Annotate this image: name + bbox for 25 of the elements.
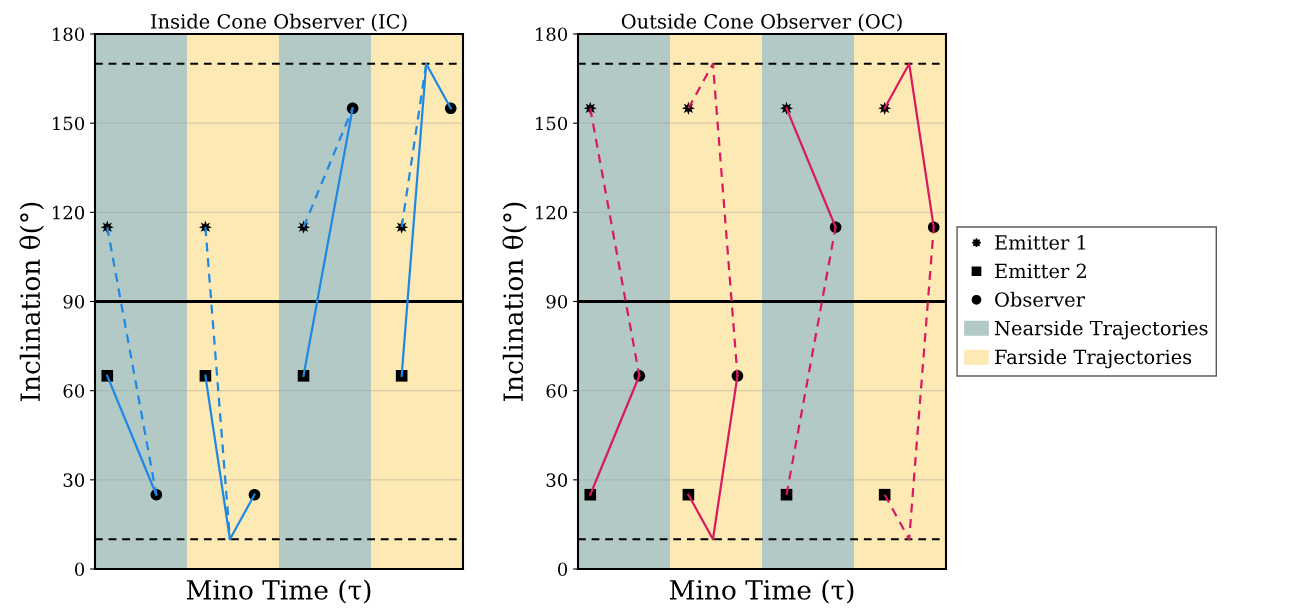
chart-title: Inside Cone Observer (IC) <box>150 13 407 32</box>
y-tick-label: 180 <box>53 27 85 42</box>
y-tick-label: 30 <box>63 473 85 487</box>
legend-label: Observer <box>995 291 1085 307</box>
legend-label: Emitter 2 <box>995 263 1086 279</box>
x-axis-title: Mino Time (τ) <box>186 579 371 604</box>
y-tick-label: 120 <box>536 205 568 220</box>
y-tick-label: 150 <box>53 116 85 131</box>
chart-title: Outside Cone Observer (OC) <box>621 13 902 32</box>
y-tick-label: 180 <box>536 27 568 42</box>
x-axis-title: Mino Time (τ) <box>669 579 854 604</box>
y-tick-label: 120 <box>53 205 85 220</box>
y-tick-label: 90 <box>546 294 568 309</box>
y-tick-label: 0 <box>74 562 85 577</box>
y-tick-label: 90 <box>63 294 85 309</box>
y-tick-label: 150 <box>536 116 568 131</box>
y-axis-title: Inclination θ(°) <box>19 202 44 401</box>
y-tick-label: 0 <box>557 562 568 577</box>
y-tick-label: 60 <box>63 384 85 398</box>
text: Farside Trajectories <box>995 349 1192 369</box>
legend-label: Emitter 1 <box>995 235 1086 250</box>
text: Nearside Trajectories <box>994 320 1208 340</box>
y-tick-label: 30 <box>546 473 568 487</box>
y-axis-title: Inclination θ(°) <box>502 202 527 401</box>
y-tick-label: 60 <box>546 384 568 398</box>
